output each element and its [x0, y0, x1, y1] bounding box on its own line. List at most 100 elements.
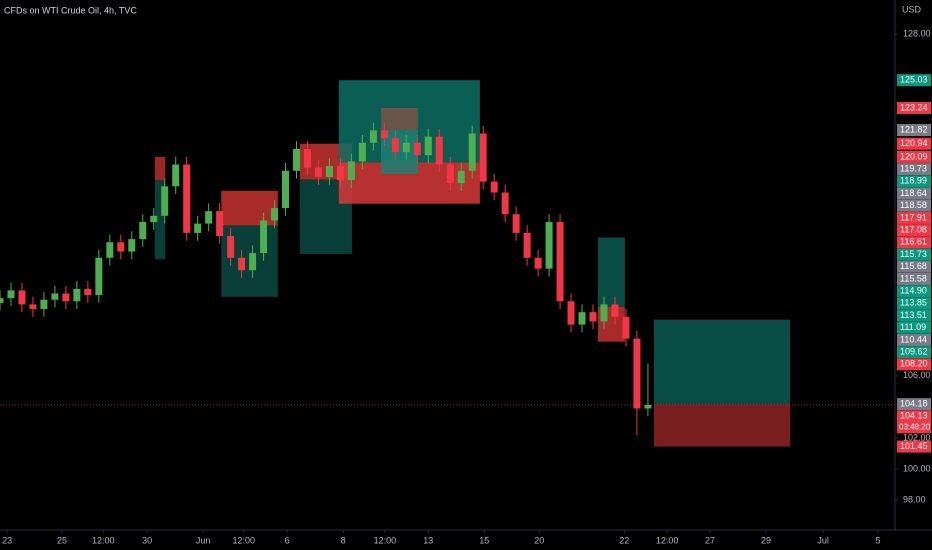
position-zone-lower	[154, 180, 166, 260]
candle-body	[644, 404, 652, 409]
price-tag	[897, 187, 931, 200]
candle-body	[523, 232, 531, 258]
candle-body	[161, 186, 169, 216]
price-tag-label: 104.13	[900, 411, 928, 421]
candle-body	[424, 136, 432, 156]
candle-body	[490, 181, 498, 193]
candle-body	[29, 304, 37, 310]
price-tag-label: 120.09	[900, 151, 928, 161]
price-tag-label: 123.24	[900, 102, 928, 112]
candle-body	[7, 290, 15, 299]
price-tag	[897, 358, 931, 371]
price-tag-label: 111.09	[900, 322, 926, 332]
x-tick-label: 8	[341, 535, 346, 545]
price-tag	[897, 124, 931, 137]
price-tag-label: 101.45	[900, 441, 928, 451]
position-zone-upper	[597, 237, 625, 307]
candle-body	[501, 192, 509, 215]
x-tick-label: 12:00	[233, 535, 256, 545]
candle-body	[73, 288, 81, 302]
price-tag-label: 109.62	[900, 347, 928, 357]
candle-body	[0, 298, 4, 303]
y-tick-label: 102.00	[903, 432, 931, 442]
price-tag	[897, 333, 931, 346]
candle-body	[512, 214, 520, 233]
x-tick-label: 12:00	[374, 535, 397, 545]
price-tag-label: 125.03	[900, 75, 928, 85]
candle-body	[336, 166, 344, 181]
currency: USD	[902, 4, 922, 14]
price-tag-label: 110.44	[900, 334, 927, 344]
y-tick-label: 98.00	[903, 495, 926, 505]
price-tag	[897, 163, 931, 176]
candle-body	[282, 170, 290, 209]
price-tag	[897, 285, 931, 298]
countdown: 03:48:20	[899, 422, 931, 431]
candle-body	[358, 142, 366, 162]
candle-body	[238, 257, 246, 271]
price-tag	[897, 211, 931, 224]
price-tag	[897, 137, 931, 150]
candle-body	[380, 130, 388, 139]
candle-body	[150, 215, 158, 223]
candle-body	[611, 304, 619, 317]
candle-body	[369, 130, 377, 143]
x-tick-label: 29	[761, 535, 771, 545]
candle-body	[413, 142, 421, 156]
position-zone-upper	[221, 190, 278, 226]
price-tag-label: 118.99	[900, 176, 927, 186]
x-tick-label: 30	[142, 535, 152, 545]
candle-body	[567, 301, 575, 325]
candle-body	[303, 149, 311, 168]
price-tag-label: 113.85	[900, 298, 927, 308]
price-tag	[897, 175, 931, 188]
candle-body	[556, 222, 564, 302]
price-tag-label: 120.94	[900, 138, 928, 148]
candle-body	[534, 257, 542, 269]
price-tag-label: 117.91	[900, 212, 927, 222]
position-zone-upper	[154, 156, 166, 181]
candle-body	[589, 312, 597, 322]
position-zone-lower	[653, 404, 791, 447]
x-tick-label: 25	[57, 535, 67, 545]
candle-body	[271, 208, 279, 221]
candle-body	[62, 293, 70, 302]
price-tag	[897, 150, 931, 163]
x-tick-label: 23	[2, 535, 12, 545]
price-tag-label: 117.08	[900, 225, 927, 235]
position-zone-upper	[653, 319, 791, 405]
price-tag	[897, 321, 931, 334]
price-tag	[897, 260, 931, 273]
candle-body	[172, 164, 180, 187]
y-tick-label: 128.00	[903, 28, 931, 38]
candle-body	[600, 304, 608, 322]
price-tag	[897, 309, 931, 322]
price-tag-label: 116.61	[900, 237, 927, 247]
price-tag-label: 115.73	[900, 249, 927, 259]
price-tag	[897, 236, 931, 249]
candle-body	[139, 222, 147, 240]
price-tag-label: 108.20	[900, 359, 928, 369]
candle-body	[446, 164, 454, 184]
x-tick-label: 22	[619, 535, 629, 545]
price-tag	[897, 74, 931, 87]
candle-body	[249, 253, 257, 271]
candle-body	[325, 166, 333, 177]
candle-body	[227, 236, 235, 258]
price-tag-label: 114.90	[900, 286, 927, 296]
candle-body	[106, 242, 114, 258]
candle-body	[194, 223, 202, 233]
price-tag-label: 115.68	[900, 261, 927, 271]
candle-body	[479, 133, 487, 182]
candle-body	[347, 161, 355, 181]
x-tick-label: 13	[423, 535, 433, 545]
x-tick-label: 20	[534, 535, 544, 545]
price-tag	[897, 297, 931, 310]
candle-body	[468, 133, 476, 171]
price-tag	[897, 199, 931, 212]
price-tag	[897, 224, 931, 237]
price-tag	[897, 346, 931, 359]
price-tag-label: 113.51	[900, 310, 927, 320]
price-tag-label: 119.73	[900, 164, 927, 174]
